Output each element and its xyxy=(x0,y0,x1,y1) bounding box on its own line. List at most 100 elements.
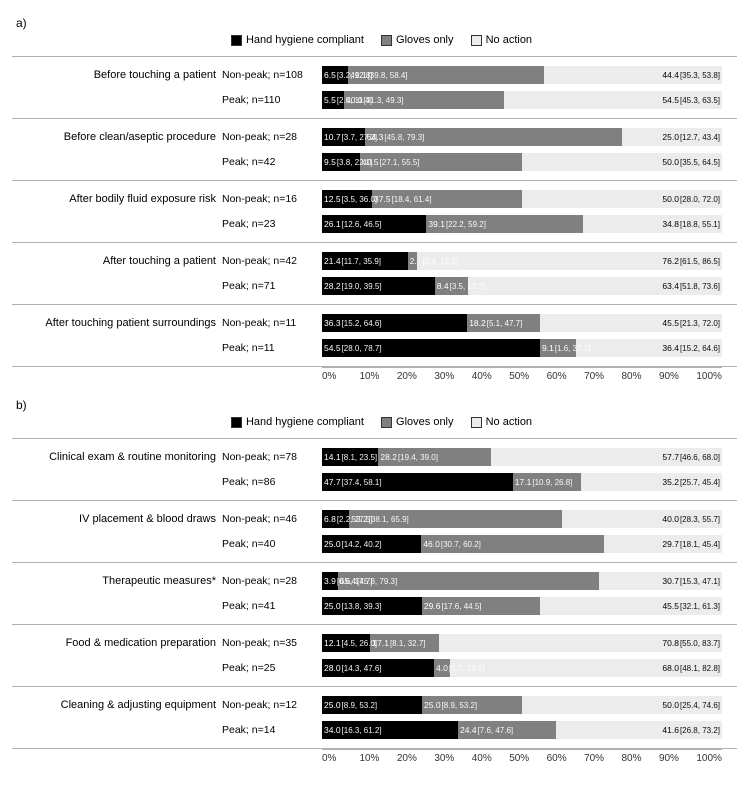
bar-segment: 14.1 [8.1, 23.5] xyxy=(322,448,378,466)
bar-segment: 44.4 [35.3, 53.8] xyxy=(544,66,722,84)
subgroup-label: Non-peak; n=28 xyxy=(222,131,322,143)
stacked-bar: 5.5 [2.5, 11.4]40.0 [31.3, 49.3]54.5 [45… xyxy=(322,91,722,109)
bar-segment: 3.9 [0.6, 17.7] xyxy=(322,572,338,590)
subgroup-label: Peak; n=25 xyxy=(222,662,322,674)
subgroup-label: Non-peak; n=42 xyxy=(222,255,322,267)
bar-segment: 28.2 [19.0, 39.5] xyxy=(322,277,435,295)
bar-row: Peak; n=41 25.0 [13.8, 39.3]29.6 [17.6, … xyxy=(12,595,737,617)
stacked-bar: 54.5 [28.0, 78.7]9.1 [1.6, 37.7]36.4 [15… xyxy=(322,339,722,357)
bar-segment: 29.6 [17.6, 44.5] xyxy=(422,597,540,615)
legend: Hand hygiene compliant Gloves only No ac… xyxy=(12,34,737,46)
category-label: After bodily fluid exposure risk xyxy=(12,193,222,205)
axis-tick: 0% xyxy=(322,371,359,382)
axis-tick: 90% xyxy=(659,371,696,382)
bar-segment: 50.0 [25.4, 74.6] xyxy=(522,696,722,714)
bar-row: After touching a patient Non-peak; n=42 … xyxy=(12,250,737,272)
category-group: Before touching a patient Non-peak; n=10… xyxy=(12,57,737,119)
bar-segment: 45.5 [32.1, 61.3] xyxy=(540,597,722,615)
bar-segment: 24.4 [7.6, 47.6] xyxy=(458,721,556,739)
bar-segment: 47.7 [37.4, 58.1] xyxy=(322,473,513,491)
bar-row: Peak; n=25 28.0 [14.3, 47.6]4.0 [0.7, 19… xyxy=(12,657,737,679)
bar-segment: 25.0 [13.8, 39.3] xyxy=(322,597,422,615)
bar-segment: 35.2 [25.7, 45.4] xyxy=(581,473,722,491)
axis-tick: 70% xyxy=(584,371,621,382)
bar-segment: 28.0 [14.3, 47.6] xyxy=(322,659,434,677)
category-label: After touching patient surroundings xyxy=(12,317,222,329)
stacked-bar: 12.1 [4.5, 26.0]17.1 [8.1, 32.7]70.8 [55… xyxy=(322,634,722,652)
axis-tick: 20% xyxy=(397,753,434,764)
bar-segment: 18.2 [5.1, 47.7] xyxy=(467,314,540,332)
panel-label: a) xyxy=(16,16,737,30)
bar-segment: 6.8 [2.2, 17.5] xyxy=(322,510,349,528)
bar-segment: 53.2 [38.1, 65.9] xyxy=(349,510,562,528)
bar-segment: 6.5 [3.2, 12.8] xyxy=(322,66,348,84)
bar-segment: 21.4 [11.7, 35.9] xyxy=(322,252,408,270)
subgroup-label: Peak; n=14 xyxy=(222,724,322,736)
bar-segment: 37.5 [18.4, 61.4] xyxy=(372,190,522,208)
legend-gloves: Gloves only xyxy=(396,34,453,46)
axis-tick: 100% xyxy=(696,371,722,382)
bar-row: Clinical exam & routine monitoring Non-p… xyxy=(12,446,737,468)
axis-tick: 30% xyxy=(434,753,471,764)
bar-segment: 12.5 [3.5, 36.0] xyxy=(322,190,372,208)
bar-row: Therapeutic measures* Non-peak; n=28 3.9… xyxy=(12,570,737,592)
bar-segment: 4.0 [0.7, 19.5] xyxy=(434,659,450,677)
bar-segment: 36.4 [15.2, 64.6] xyxy=(576,339,722,357)
bar-segment: 5.5 [2.5, 11.4] xyxy=(322,91,344,109)
subgroup-label: Peak; n=110 xyxy=(222,94,322,106)
axis-tick: 80% xyxy=(622,753,659,764)
bar-segment: 9.5 [3.8, 22.1] xyxy=(322,153,360,171)
bar-segment: 68.0 [48.1, 82.8] xyxy=(450,659,722,677)
bar-segment: 54.5 [45.3, 63.5] xyxy=(504,91,722,109)
chart-panel: Clinical exam & routine monitoring Non-p… xyxy=(12,438,737,749)
axis-tick: 20% xyxy=(397,371,434,382)
bar-row: Peak; n=11 54.5 [28.0, 78.7]9.1 [1.6, 37… xyxy=(12,337,737,359)
subgroup-label: Non-peak; n=46 xyxy=(222,513,322,525)
bar-row: Peak; n=110 5.5 [2.5, 11.4]40.0 [31.3, 4… xyxy=(12,89,737,111)
category-group: Before clean/aseptic procedure Non-peak;… xyxy=(12,119,737,181)
stacked-bar: 9.5 [3.8, 22.1]40.5 [27.1, 55.5]50.0 [35… xyxy=(322,153,722,171)
bar-segment: 54.5 [28.0, 78.7] xyxy=(322,339,540,357)
bar-segment: 28.2 [19.4, 39.0] xyxy=(378,448,491,466)
legend-gloves: Gloves only xyxy=(396,416,453,428)
bar-segment: 17.1 [8.1, 32.7] xyxy=(370,634,438,652)
bar-row: Peak; n=71 28.2 [19.0, 39.5]8.4 [3.5, 17… xyxy=(12,275,737,297)
bar-segment: 64.3 [45.8, 79.3] xyxy=(365,128,622,146)
bar-segment: 29.7 [18.1, 45.4] xyxy=(604,535,722,553)
subgroup-label: Non-peak; n=108 xyxy=(222,69,322,81)
stacked-bar: 34.0 [16.3, 61.2]24.4 [7.6, 47.6]41.6 [2… xyxy=(322,721,722,739)
bar-segment: 34.8 [18.8, 55.1] xyxy=(583,215,722,233)
bar-segment: 36.3 [15.2, 64.6] xyxy=(322,314,467,332)
subgroup-label: Peak; n=40 xyxy=(222,538,322,550)
bar-segment: 70.8 [55.0, 83.7] xyxy=(439,634,722,652)
bar-segment: 26.1 [12.6, 46.5] xyxy=(322,215,426,233)
stacked-bar: 6.5 [3.2, 12.8]49.1 [39.8, 58.4]44.4 [35… xyxy=(322,66,722,84)
bar-row: Food & medication preparation Non-peak; … xyxy=(12,632,737,654)
legend-hand: Hand hygiene compliant xyxy=(246,416,364,428)
bar-row: After touching patient surroundings Non-… xyxy=(12,312,737,334)
category-group: IV placement & blood draws Non-peak; n=4… xyxy=(12,501,737,563)
axis-tick: 80% xyxy=(622,371,659,382)
axis-tick: 40% xyxy=(472,753,509,764)
panel-label: b) xyxy=(16,398,737,412)
axis-tick: 10% xyxy=(359,753,396,764)
stacked-bar: 47.7 [37.4, 58.1]17.1 [10.9, 26.8]35.2 [… xyxy=(322,473,722,491)
category-group: Cleaning & adjusting equipment Non-peak;… xyxy=(12,687,737,749)
bar-segment: 10.7 [3.7, 27.2] xyxy=(322,128,365,146)
bar-row: Peak; n=40 25.0 [14.2, 40.2]46.0 [30.7, … xyxy=(12,533,737,555)
subgroup-label: Non-peak; n=28 xyxy=(222,575,322,587)
bar-segment: 57.7 [46.6, 68.0] xyxy=(491,448,722,466)
bar-segment: 34.0 [16.3, 61.2] xyxy=(322,721,458,739)
bar-segment: 50.0 [28.0, 72.0] xyxy=(522,190,722,208)
axis-tick: 10% xyxy=(359,371,396,382)
axis-tick: 60% xyxy=(547,753,584,764)
subgroup-label: Non-peak; n=35 xyxy=(222,637,322,649)
category-group: After bodily fluid exposure risk Non-pea… xyxy=(12,181,737,243)
legend-none: No action xyxy=(486,34,532,46)
legend: Hand hygiene compliant Gloves only No ac… xyxy=(12,416,737,428)
category-group: Clinical exam & routine monitoring Non-p… xyxy=(12,439,737,501)
bar-row: Cleaning & adjusting equipment Non-peak;… xyxy=(12,694,737,716)
category-group: Therapeutic measures* Non-peak; n=28 3.9… xyxy=(12,563,737,625)
bar-row: Before touching a patient Non-peak; n=10… xyxy=(12,64,737,86)
stacked-bar: 12.5 [3.5, 36.0]37.5 [18.4, 61.4]50.0 [2… xyxy=(322,190,722,208)
